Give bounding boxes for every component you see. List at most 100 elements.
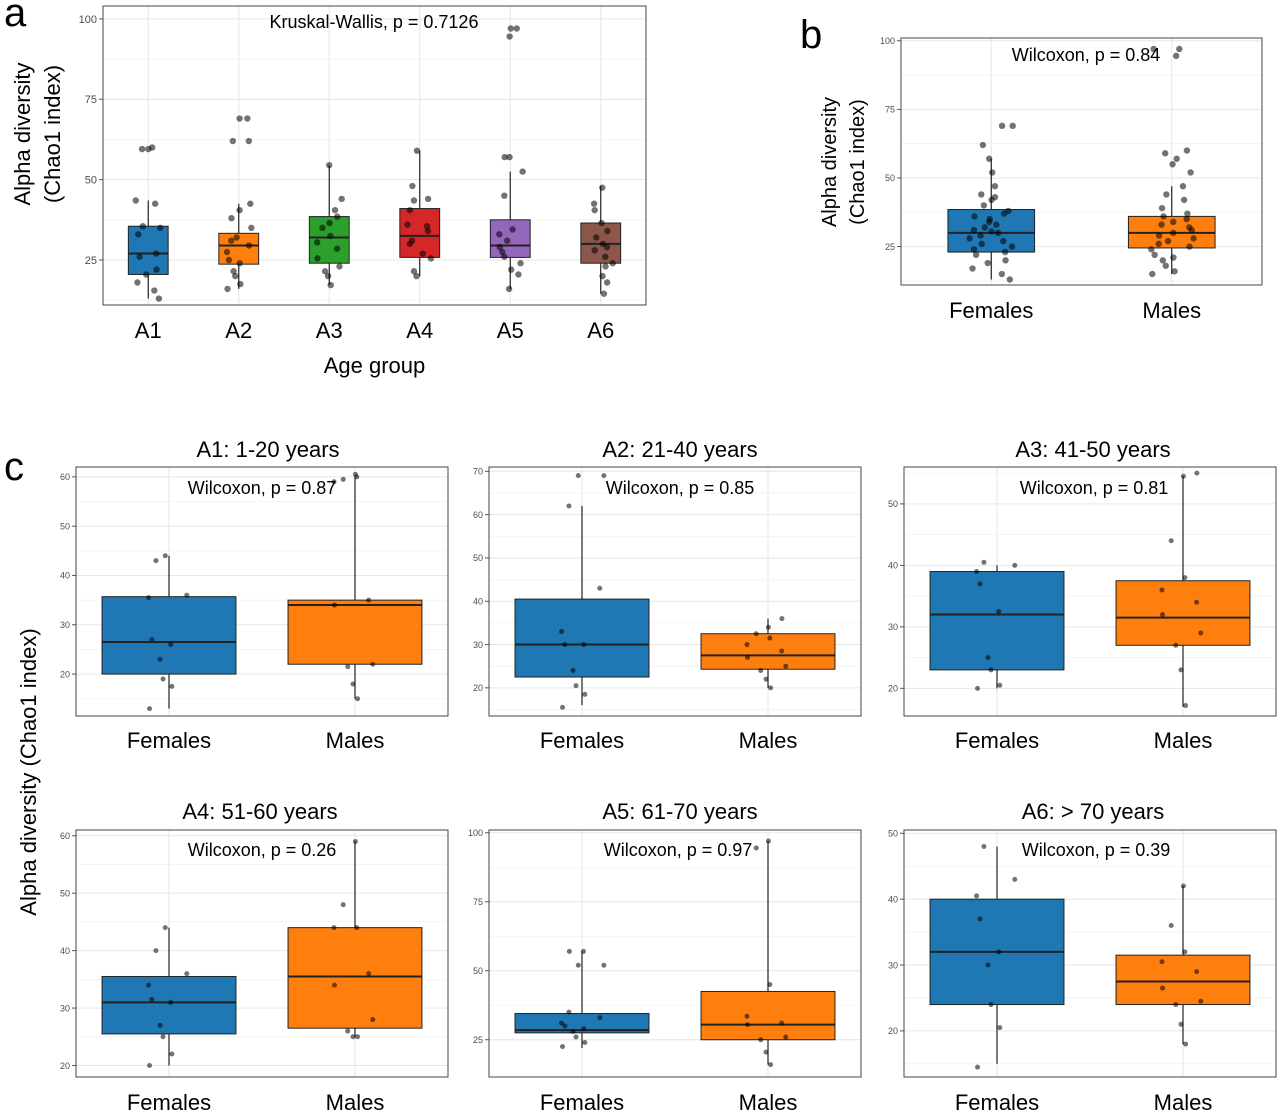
box-A1 — [127, 225, 169, 275]
data-point — [236, 206, 243, 214]
p-value-annotation: Wilcoxon, p = 0.81 — [1020, 478, 1169, 498]
data-point — [559, 629, 565, 635]
data-point — [1183, 703, 1189, 709]
data-point — [1005, 207, 1012, 215]
data-point — [573, 683, 579, 689]
y-tick-label: 40 — [60, 571, 70, 581]
data-point — [153, 266, 160, 273]
data-point — [1168, 923, 1174, 929]
data-point — [988, 1002, 994, 1008]
data-point — [981, 224, 989, 231]
x-tick-label: Males — [739, 1090, 798, 1112]
data-point — [1184, 210, 1191, 217]
y-tick-label: 30 — [473, 640, 483, 650]
data-point — [597, 1015, 603, 1021]
data-point — [338, 195, 345, 203]
box-Females — [101, 596, 237, 675]
x-tick-label: Females — [949, 298, 1033, 323]
data-point — [1149, 270, 1156, 278]
data-point — [406, 206, 414, 214]
data-point — [509, 226, 516, 233]
panel-b: 25 50 75 100 Females Males Wilcoxon, p = 0.84 A… — [819, 36, 1263, 323]
data-point — [1000, 237, 1007, 245]
box-Females — [101, 975, 237, 1035]
data-point — [505, 285, 513, 293]
data-point — [744, 1013, 750, 1019]
data-point — [997, 682, 1003, 688]
panel-a: 25 50 75 100 A1 A2 A3 A4 A5 A6 Kruskal-Wallis, p =… — [10, 5, 647, 378]
data-point — [979, 141, 987, 149]
data-point — [779, 616, 785, 622]
data-point — [1155, 240, 1162, 248]
data-point — [1012, 876, 1018, 882]
panel-c2: 20 30 40 50 60 70 Females Males Wilcoxon, p = 0.… — [473, 437, 862, 753]
data-point — [974, 893, 980, 899]
data-point — [1194, 470, 1200, 476]
data-point — [991, 193, 999, 201]
data-point — [753, 631, 759, 637]
x-tick-label: A3 — [316, 318, 343, 343]
data-point — [1159, 959, 1165, 965]
plot-frame — [75, 829, 449, 1078]
data-point — [1198, 998, 1204, 1004]
data-point — [1186, 243, 1193, 250]
p-value-annotation: Wilcoxon, p = 0.84 — [1012, 45, 1161, 65]
data-point — [334, 213, 341, 220]
data-point — [355, 1034, 361, 1040]
y-tick-label: 40 — [473, 596, 483, 606]
y-tick-label: 50 — [885, 173, 895, 183]
x-tick-label: A4 — [406, 318, 433, 343]
data-point — [1173, 642, 1179, 648]
data-point — [575, 473, 581, 479]
data-point — [1194, 969, 1200, 975]
data-point — [994, 229, 1002, 237]
data-point — [147, 706, 153, 712]
x-tick-label: Males — [1142, 298, 1201, 323]
data-point — [998, 122, 1006, 130]
x-tick-label: Females — [540, 728, 624, 753]
x-tick-label: Males — [326, 1090, 385, 1112]
panel-c6: 20 30 40 50 Females Males Wilcoxon, p = 0.39 A6… — [888, 799, 1277, 1112]
data-point — [582, 1040, 588, 1046]
box-Males — [1115, 580, 1251, 646]
data-point — [245, 242, 253, 249]
y-tick-label: 20 — [888, 684, 898, 694]
data-point — [370, 661, 376, 667]
data-point — [331, 925, 337, 931]
data-point — [503, 237, 511, 244]
data-point — [1173, 155, 1180, 162]
x-tick-label: Females — [955, 1090, 1039, 1112]
data-point — [157, 656, 163, 662]
data-point — [427, 255, 435, 262]
data-point — [233, 234, 240, 241]
plot-frame — [102, 5, 647, 306]
data-point — [768, 1062, 774, 1068]
box-Females — [514, 598, 650, 678]
data-point — [184, 971, 190, 977]
data-point — [1160, 612, 1166, 618]
data-point — [1183, 1041, 1189, 1047]
data-point — [340, 476, 346, 482]
data-point — [1012, 562, 1018, 568]
data-point — [1151, 251, 1158, 259]
y-tick-label: 25 — [85, 255, 97, 267]
data-point — [424, 195, 432, 203]
p-value-annotation: Kruskal-Wallis, p = 0.7126 — [270, 12, 479, 32]
data-point — [326, 161, 333, 169]
y-tick-label: 50 — [85, 175, 97, 187]
data-point — [969, 265, 976, 272]
data-point — [566, 948, 572, 954]
panel-title: A2: 21-40 years — [602, 437, 757, 462]
data-point — [745, 1022, 751, 1028]
panel-title: A3: 41-50 years — [1015, 437, 1170, 462]
data-point — [763, 1049, 769, 1055]
panel-letter-b: b — [800, 13, 822, 57]
plot-frame — [903, 829, 1277, 1078]
data-point — [1170, 218, 1177, 226]
data-point — [1178, 667, 1184, 673]
data-point — [970, 226, 978, 234]
data-point — [598, 219, 605, 227]
data-point — [184, 592, 190, 598]
data-point — [370, 1017, 376, 1023]
data-point — [413, 272, 420, 280]
